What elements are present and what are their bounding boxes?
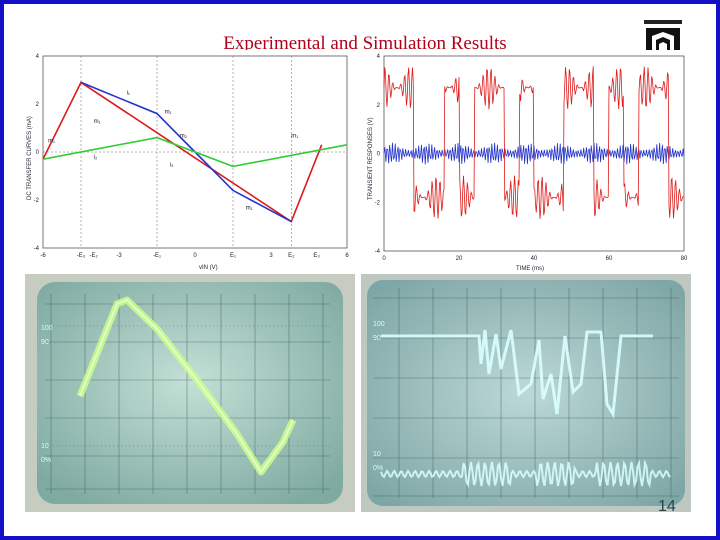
transient-y-tick-label: 4 (377, 54, 381, 60)
dc-y-tick-label: -4 (34, 246, 40, 252)
scope-right-label-0: 0% (373, 465, 383, 472)
dc-x-tick-label: 6 (345, 253, 349, 259)
transient-y-tick-label: -2 (375, 200, 381, 206)
dc-x-tick-label: -6 (40, 253, 46, 259)
page-number: 14 (658, 498, 676, 515)
dc-annotation: m₁ (291, 134, 298, 140)
dc-annotation: i₃ (170, 162, 174, 168)
dc-ylabel: DC TRANSFER CURVES (mA) (27, 116, 33, 200)
scope-right-lower-trace (380, 459, 671, 489)
dc-x-tick-label: -3 (116, 253, 122, 259)
transient-x-tick-label: 40 (531, 256, 538, 262)
transient-y-tick-label: -4 (375, 249, 381, 255)
transient-y-tick-label: 0 (377, 152, 381, 158)
scope-left-label-10: 10 (41, 443, 49, 450)
dc-series-line (42, 81, 323, 223)
dc-annotation: m₁ (48, 138, 55, 144)
dc-x-tick-label: E₃ (313, 253, 320, 259)
scope-left-label-90: 90 (41, 339, 49, 346)
transient-red-line (383, 66, 684, 219)
scope-right-label-10: 10 (373, 451, 381, 458)
dc-series-line (42, 136, 348, 168)
scope-screen-left (37, 282, 343, 504)
transient-x-tick-label: 80 (681, 256, 688, 262)
dc-annotation: i₁ (127, 90, 130, 96)
dc-annotation: m₁ (246, 206, 253, 212)
dc-annotation: m₁ (94, 119, 101, 125)
scope-left-label-0: 0% (41, 457, 51, 464)
dc-x-tick-label: -E₃ (77, 253, 86, 259)
scope-right-upper-trace (381, 329, 653, 419)
dc-annotation: m₁ (165, 110, 172, 116)
scope-right-traces (380, 329, 671, 489)
dc-x-tick-label: 3 (269, 253, 273, 259)
oscilloscope-photo-left: 100 90 10 0% (25, 274, 355, 512)
dc-annotation: m₂ (180, 134, 188, 140)
transient-xlabel: TIME (ms) (516, 266, 544, 272)
transient-plot: 4 2 0 -2 -4 0 20 40 60 80 TRANSIENT RESPONSES (V)… (360, 50, 690, 272)
scope-left-label-100: 100 (41, 325, 53, 332)
dc-x-tick-label: 0 (193, 253, 197, 259)
dc-x-tick-label: E₂ (288, 253, 295, 259)
slide-title: Experimental and Simulation Results (223, 33, 507, 54)
scope-right-label-90: 90 (373, 335, 381, 342)
dc-y-tick-label: -2 (34, 198, 40, 204)
dc-x-tick-label: -E₁ (153, 253, 161, 259)
transient-ylabel: TRANSIENT RESPONSES (V) (368, 117, 374, 200)
dc-xlabel: vIN (V) (199, 265, 218, 271)
dc-y-tick-label: 2 (36, 102, 40, 108)
transient-chart: 420-2-40 20 40 60 80 TRANSIENT RESPONSES (V)… (368, 54, 688, 272)
dc-transfer-plot: 4 2 0 -2 -4 -6 -E₃ -E₂ -3 -E₁ 0 E₁ 3 E₂ E₃ 6 m₁ i₁ m₁ m₂ i₂ m… (21, 50, 356, 272)
transient-x-tick-label: 60 (606, 256, 613, 262)
dc-y-tick-label: 0 (36, 150, 40, 156)
oscilloscope-photo-right: 100 90 10 0% (361, 274, 691, 512)
scope-right-label-100: 100 (373, 321, 385, 328)
dc-x-tick-label: E₁ (230, 253, 236, 259)
dc-x-tick-label: -E₂ (89, 253, 98, 259)
transient-x-tick-label: 0 (382, 256, 386, 262)
transient-x-tick-label: 20 (456, 256, 463, 262)
dc-transfer-chart: 4 2 0 -2 -4-6 -E₃ -E₂ -3 -E₁ 0 E₁ 3 E₂ E₃ 6 m₁ i₁ m₁ m₂ i₂ m… (27, 54, 349, 271)
dc-annotation: i₂ (94, 155, 98, 161)
transient-y-tick-label: 2 (377, 103, 381, 109)
dc-y-tick-label: 4 (36, 54, 40, 60)
